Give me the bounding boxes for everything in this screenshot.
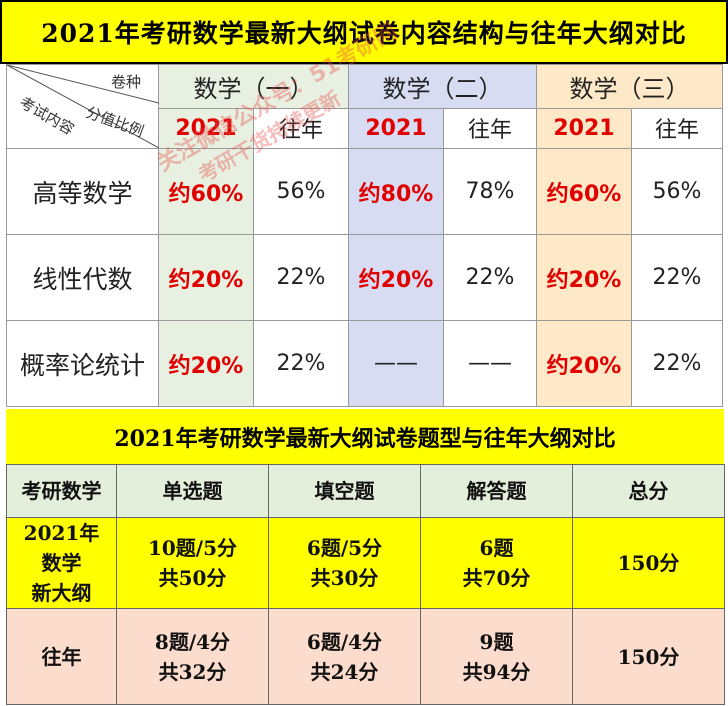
cell-line: 6题/5分 — [306, 536, 383, 560]
value-cell: 8题/4分 共32分 — [116, 608, 269, 705]
value-cell: 9题 共94分 — [420, 608, 573, 705]
table1-title: 2021年考研数学最新大纲试卷内容结构与往年大纲对比 — [0, 0, 728, 64]
cell-line: 9题 — [479, 629, 514, 654]
row-label-line: 数学 — [41, 551, 82, 575]
table2-title: 2021年考研数学最新大纲试卷题型与往年大纲对比 — [6, 409, 724, 464]
question-type-table: 考研数学 单选题 填空题 解答题 总分 2021年 数学 新大纲 10题/5分 … — [6, 464, 725, 705]
table-row: 概率论统计 约20% 22% —— —— 约20% 22% — [6, 320, 723, 407]
cell-line: 共50分 — [158, 566, 227, 590]
content-structure-table: 卷种 分值比例 考试内容 数学（一） 数学（二） 数学（三） 2021 往年 2… — [6, 64, 723, 407]
value-cell: 78% — [443, 148, 537, 235]
cell-line: 共30分 — [310, 566, 379, 590]
row-label: 2021年 数学 新大纲 — [6, 517, 117, 609]
cell-line: 6题/4分 — [306, 629, 383, 654]
sub-header-past: 往年 — [253, 107, 349, 150]
value-cell: 22% — [253, 320, 349, 407]
cell-line: 150分 — [617, 551, 680, 575]
value-cell: 约80% — [348, 148, 444, 235]
value-cell: —— — [348, 320, 444, 407]
value-cell: 约20% — [158, 320, 254, 407]
column-header: 填空题 — [268, 464, 421, 518]
value-cell: 22% — [443, 234, 537, 321]
group-header-math3: 数学（三） — [536, 64, 723, 109]
value-cell: 约20% — [536, 320, 632, 407]
group-header-math1: 数学（一） — [158, 64, 349, 109]
row-label: 概率论统计 — [6, 320, 159, 407]
cell-line: 6题 — [479, 536, 514, 560]
column-header: 总分 — [572, 464, 725, 518]
corner-label-type: 卷种 — [111, 73, 142, 91]
value-cell: 150分 — [572, 608, 725, 705]
value-cell: 6题/4分 共24分 — [268, 608, 421, 705]
cell-line: 共32分 — [158, 659, 227, 684]
table-row: 2021年 数学 新大纲 10题/5分 共50分 6题/5分 共30分 6题 共… — [6, 517, 725, 609]
cell-line: 共94分 — [462, 659, 531, 684]
sub-header-past: 往年 — [443, 107, 537, 150]
column-header: 解答题 — [420, 464, 573, 518]
table-row: 高等数学 约60% 56% 约80% 78% 约60% 56% — [6, 148, 723, 235]
diagonal-lines — [7, 65, 159, 148]
table-row: 线性代数 约20% 22% 约20% 22% 约20% 22% — [6, 234, 723, 321]
sub-header-2021: 2021 — [158, 107, 254, 150]
value-cell: 56% — [631, 148, 723, 235]
row-label: 高等数学 — [6, 148, 159, 235]
value-cell: 56% — [253, 148, 349, 235]
value-cell: 约20% — [158, 234, 254, 321]
cell-line: 150分 — [617, 644, 680, 669]
cell-line: 共70分 — [462, 566, 531, 590]
table-row: 往年 8题/4分 共32分 6题/4分 共24分 9题 共94分 150分 — [6, 608, 725, 705]
sub-header-2021: 2021 — [536, 107, 632, 150]
value-cell: 约60% — [536, 148, 632, 235]
cell-line: 10题/5分 — [147, 536, 238, 560]
group-header-math2: 数学（二） — [348, 64, 537, 109]
value-cell: 22% — [631, 234, 723, 321]
row-label: 线性代数 — [6, 234, 159, 321]
value-cell: 约60% — [158, 148, 254, 235]
column-header: 考研数学 — [6, 464, 117, 518]
sub-header-2021: 2021 — [348, 107, 444, 150]
value-cell: 22% — [631, 320, 723, 407]
row-label: 往年 — [6, 608, 117, 705]
value-cell: 150分 — [572, 517, 725, 609]
value-cell: 10题/5分 共50分 — [116, 517, 269, 609]
row-label-line: 新大纲 — [31, 581, 92, 605]
value-cell: 约20% — [348, 234, 444, 321]
cell-line: 共24分 — [310, 659, 379, 684]
column-header: 单选题 — [116, 464, 269, 518]
row-label-line: 往年 — [41, 644, 82, 669]
value-cell: 6题/5分 共30分 — [268, 517, 421, 609]
cell-line: 8题/4分 — [154, 629, 231, 654]
header-corner-cell: 卷种 分值比例 考试内容 — [6, 64, 159, 149]
value-cell: —— — [443, 320, 537, 407]
sub-header-past: 往年 — [631, 107, 723, 150]
value-cell: 6题 共70分 — [420, 517, 573, 609]
value-cell: 约20% — [536, 234, 632, 321]
value-cell: 22% — [253, 234, 349, 321]
row-label-line: 2021年 — [23, 521, 100, 545]
